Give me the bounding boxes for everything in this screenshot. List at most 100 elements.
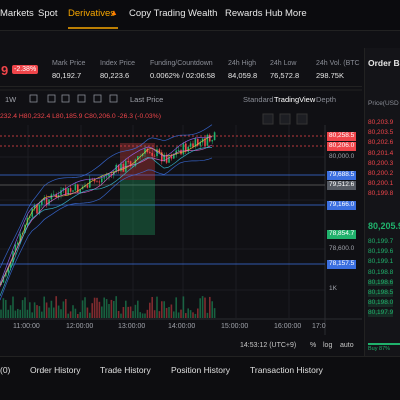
candle-body (182, 143, 185, 155)
bottom-tab[interactable]: Position History (171, 365, 231, 375)
candle-body (36, 204, 38, 214)
candle-body (197, 138, 199, 146)
view-option[interactable]: TradingView (274, 95, 316, 104)
stat-value: 298.75K (316, 71, 344, 80)
volume-bar (53, 307, 55, 318)
nav-item[interactable]: Wealth (188, 8, 218, 19)
volume-bar (93, 297, 96, 318)
candle-body (151, 152, 153, 156)
nav-item[interactable]: Markets (0, 8, 34, 19)
candle-body (74, 184, 77, 191)
volume-bar (62, 301, 65, 318)
volume-bar (209, 296, 211, 318)
nav-item[interactable]: Rewards Hub (225, 8, 283, 19)
candle-body (199, 142, 201, 146)
candle-body (41, 200, 43, 205)
view-option[interactable]: Standard (243, 95, 274, 104)
clock: 14:53:12 (UTC+9) (240, 342, 297, 349)
volume-bar (24, 297, 26, 318)
scale-option[interactable]: auto (340, 342, 354, 349)
candle-body (98, 181, 101, 183)
scale-option[interactable]: log (323, 342, 333, 349)
candle-body (158, 149, 161, 153)
time-axis-label: 13:00:00 (118, 323, 146, 330)
price-axis-label: 79,688.5 (327, 171, 357, 180)
toolbar-icon (47, 94, 56, 103)
candle-body (163, 154, 165, 162)
volume-bar (55, 296, 57, 318)
volume-bar (21, 300, 24, 318)
indicator-line (0, 147, 212, 297)
candle-body (134, 159, 137, 166)
volume-bar (9, 305, 12, 318)
volume-bar (180, 309, 182, 318)
bid-price: 80,198.5 (368, 289, 394, 297)
volume-bar (115, 296, 117, 318)
volume-bar (185, 313, 187, 318)
candle-body (29, 216, 31, 218)
volume-bar (187, 308, 189, 318)
bid-price: 80,198.0 (368, 299, 394, 307)
volume-bar (77, 313, 79, 318)
volume-bar (165, 307, 168, 318)
volume-bar (74, 308, 77, 318)
nav-item[interactable]: More (285, 8, 307, 19)
candle-body (72, 190, 74, 192)
ask-price: 80,200.1 (368, 180, 394, 188)
volume-bar (65, 299, 67, 318)
volume-bar (57, 305, 60, 318)
candle-body (156, 149, 158, 157)
candle-body (17, 242, 19, 245)
bottom-tab[interactable]: (0) (0, 365, 11, 375)
change-badge: -2.38% (12, 65, 39, 74)
volume-bar (33, 302, 36, 318)
nav-item[interactable]: Copy Trading (129, 8, 186, 19)
volume-bar (2, 298, 5, 318)
candle-body (189, 143, 192, 147)
price-type[interactable]: Last Price (130, 95, 164, 104)
volume-bar (163, 301, 165, 318)
volume-bar (137, 300, 139, 318)
candle-body (144, 148, 146, 154)
volume-bar (91, 303, 93, 318)
volume-bar (12, 296, 14, 318)
volume-bar (29, 302, 31, 318)
bottom-tab[interactable]: Order History (30, 365, 81, 375)
volume-bar (146, 309, 149, 318)
volume-bar (38, 306, 41, 318)
volume-bar (189, 310, 192, 318)
stat-value: 84,059.8 (228, 71, 258, 80)
price-axis-label: 79,512.6 (327, 181, 357, 190)
nav-item[interactable]: Spot (38, 8, 58, 19)
view-option[interactable]: Depth (316, 95, 337, 104)
ask-price: 80,203.9 (368, 119, 394, 126)
candle-body (2, 276, 5, 283)
candle-body (79, 189, 81, 193)
nav-item[interactable]: Derivatives (68, 8, 115, 19)
volume-bar (170, 304, 173, 318)
volume-bar (19, 309, 21, 318)
candle-body (91, 179, 93, 180)
stat-value: 80,192.7 (52, 71, 82, 80)
ask-price: 80,199.8 (368, 190, 394, 198)
ask-price: 80,203.5 (368, 129, 394, 137)
candle-body (9, 262, 12, 268)
time-axis-label: 15:00:00 (221, 323, 249, 330)
bottom-tab[interactable]: Transaction History (250, 365, 323, 375)
volume-bar (48, 307, 50, 318)
stat-label: 24h Low (270, 60, 297, 67)
nav-bar (0, 0, 400, 31)
bottom-tab[interactable]: Trade History (100, 365, 151, 375)
drawing-tool-icon (296, 113, 308, 125)
interval[interactable]: 1W (5, 95, 17, 104)
scale-option[interactable]: % (310, 342, 317, 349)
candle-body (33, 204, 36, 209)
volume-bar (132, 311, 134, 318)
volume-bar (122, 306, 125, 318)
bid-price: 80,199.7 (368, 238, 394, 245)
candle-body (105, 176, 108, 178)
candle-body (96, 181, 98, 183)
candle-body (60, 190, 62, 195)
stat-label: Index Price (100, 60, 136, 67)
